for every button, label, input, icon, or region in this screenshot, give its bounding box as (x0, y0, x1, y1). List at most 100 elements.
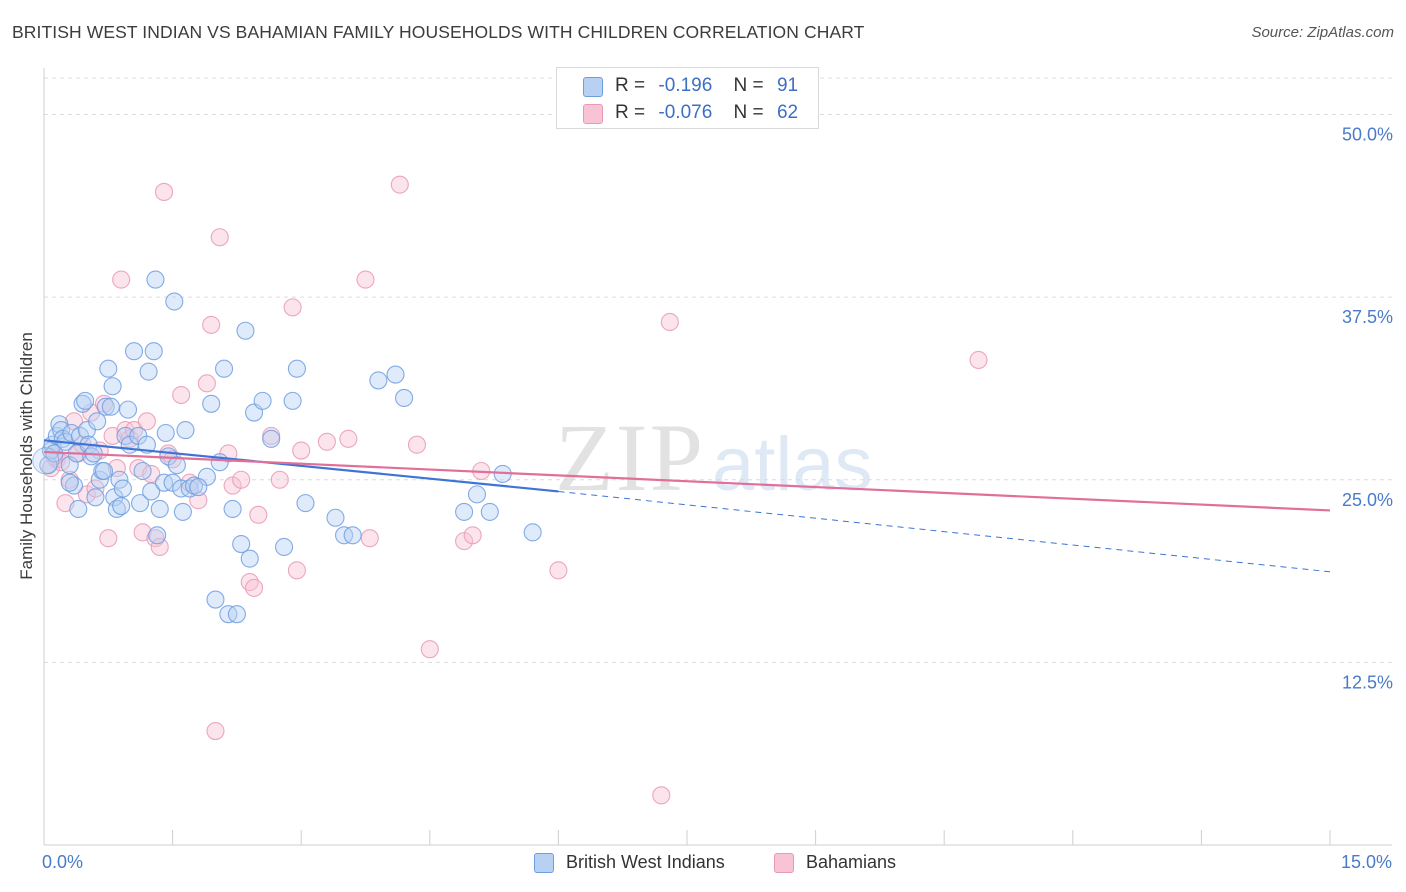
legend-r-value: -0.196 (658, 75, 713, 96)
data-point (167, 456, 186, 475)
data-point (86, 488, 105, 507)
trend-lines (43, 439, 1331, 573)
data-point (244, 578, 264, 597)
data-point (113, 479, 132, 498)
y-tick-labels: 12.5% 25.0% 37.5% 50.0% (1342, 125, 1393, 693)
data-point (69, 499, 88, 519)
data-point (118, 400, 138, 419)
data-point (253, 391, 272, 410)
axes (43, 68, 1392, 846)
data-point (60, 473, 79, 492)
data-point (969, 350, 988, 370)
trend-line-british-west-indians (43, 439, 559, 493)
source-label: Source: ZipAtlas.com (1251, 24, 1394, 41)
data-point (395, 388, 414, 407)
data-point (227, 605, 246, 624)
x-tick-min: 0.0% (42, 852, 84, 872)
data-point (360, 529, 379, 548)
legend-n-label: N = (733, 75, 764, 96)
data-point (202, 315, 221, 334)
data-point (420, 640, 439, 659)
bottom-legend-label: British West Indians (566, 852, 725, 872)
data-point (142, 482, 161, 501)
data-point (103, 377, 122, 396)
data-point (292, 441, 311, 460)
data-point (99, 359, 118, 378)
legend-r-label: R = (615, 75, 646, 96)
bottom-legend-swatch-blue (534, 853, 554, 873)
legend-n-value: 62 (776, 102, 799, 123)
data-point (262, 429, 281, 448)
data-point (339, 429, 358, 448)
data-point (467, 485, 487, 504)
data-point (652, 786, 671, 805)
data-point (139, 362, 158, 381)
data-point (236, 321, 255, 340)
data-point (480, 502, 499, 521)
data-point (232, 534, 251, 554)
data-point (206, 721, 225, 741)
legend-swatch-pink (583, 104, 603, 124)
data-point (173, 502, 192, 521)
data-point (223, 499, 242, 519)
data-point (326, 508, 345, 527)
data-point (463, 526, 482, 545)
trend-line-british-west-indians-extrapolated (558, 490, 1331, 573)
bottom-legend-label: Bahamians (806, 852, 897, 872)
data-point (317, 432, 336, 451)
data-point (283, 391, 302, 410)
data-point (343, 526, 362, 545)
data-point (165, 292, 184, 311)
data-point (390, 175, 409, 194)
data-point (137, 435, 156, 454)
data-point (76, 391, 95, 410)
data-point (156, 423, 175, 443)
data-point (202, 394, 221, 413)
data-point (32, 447, 60, 475)
data-point (249, 505, 268, 524)
stats-legend: R = -0.196 N = 91 R = -0.076 N = 62 (556, 67, 819, 129)
data-point (137, 412, 156, 431)
data-point (144, 342, 163, 361)
data-point (369, 371, 388, 390)
data-point (116, 426, 135, 445)
data-point (287, 561, 306, 580)
data-point (296, 494, 315, 513)
legend-n-label: N = (733, 102, 764, 123)
data-point (210, 228, 229, 247)
watermark-atlas: atlas (712, 422, 873, 507)
data-point (232, 470, 251, 489)
data-point (130, 494, 150, 513)
data-point (101, 397, 120, 416)
legend-r-label: R = (615, 102, 646, 123)
data-point (150, 537, 169, 557)
data-point (240, 549, 259, 568)
data-point (148, 526, 167, 545)
data-point (283, 298, 302, 317)
data-point (270, 470, 289, 489)
data-point (112, 270, 131, 289)
data-point (88, 412, 107, 431)
data-point (660, 312, 679, 332)
data-point (150, 499, 169, 519)
watermark-zip: ZIP (555, 404, 705, 511)
x-tick-max: 15.0% (1340, 852, 1392, 872)
data-point (154, 182, 174, 202)
data-point (189, 478, 208, 497)
data-point (124, 342, 144, 361)
chart-title: BRITISH WEST INDIAN VS BAHAMIAN FAMILY H… (12, 22, 865, 42)
data-point (214, 359, 234, 378)
y-axis-label: Family Households with Children (17, 332, 36, 580)
bottom-legend-swatch-pink (774, 853, 794, 873)
legend-n-value: 91 (776, 75, 799, 96)
data-point (99, 529, 118, 548)
trend-line-bahamians (43, 450, 1331, 512)
data-point (549, 561, 568, 580)
data-point (523, 523, 542, 542)
data-point (356, 270, 375, 289)
y-tick-label: 25.0% (1342, 490, 1393, 510)
data-point (96, 397, 115, 416)
y-tick-label: 12.5% (1342, 672, 1393, 692)
data-point (82, 447, 101, 466)
